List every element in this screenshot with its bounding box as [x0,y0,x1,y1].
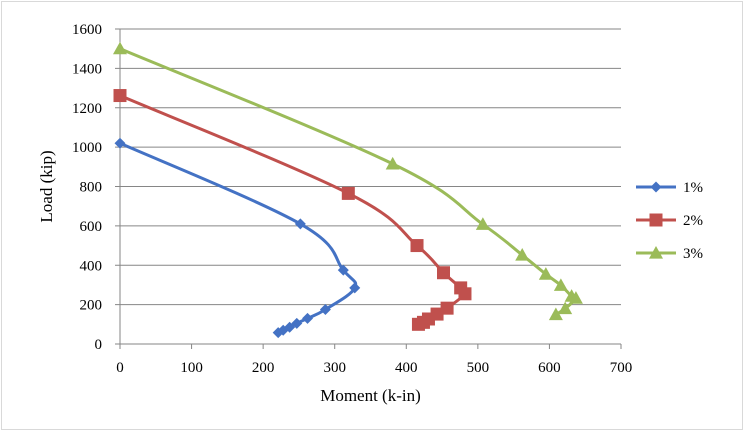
x-tick-label-7: 700 [610,360,633,376]
tick-labels: 0 200 400 600 800 1000 1200 1400 1600 0 100 200 300 4… [72,22,632,376]
axes [115,28,622,349]
x-tick-label-5: 500 [467,360,490,376]
series-2-point-2 [410,239,424,253]
legend-marker-1 [650,181,662,193]
series-2-line [119,94,468,326]
x-tick-label-2: 200 [252,360,275,376]
x-tick-label-1: 100 [180,360,203,376]
y-tick-label-0: 0 [95,337,103,353]
series-3 [113,41,583,321]
legend-item-1: 1% [636,180,703,196]
series-1 [114,137,361,339]
y-axis-title: Load (kip) [37,150,56,222]
series-1-point-2 [337,264,349,276]
series-1-point-6 [291,317,303,329]
legend-item-3: 3% [636,246,703,262]
legend-marker-3 [649,246,663,259]
series-2-point-0 [113,89,127,103]
y-tick-label-6: 1200 [72,101,102,117]
series-3-point-8 [558,301,573,315]
y-tick-label-2: 400 [80,258,103,274]
series-3-point-9 [548,307,563,321]
y-tick-label-7: 1400 [72,61,102,77]
series-3-point-3 [515,248,530,261]
legend: 1% 2% 3% [636,180,703,262]
series-3-point-1 [385,156,400,170]
series-1-point-5 [302,312,314,324]
x-tick-label-3: 300 [323,360,346,376]
legend-label-2: 2% [683,213,703,229]
series-1-point-1 [294,218,306,230]
series-group [113,41,583,339]
series-2-point-1 [341,186,355,200]
series-1-point-9 [272,327,284,339]
series-1-point-0 [114,137,126,149]
series-2-point-10 [411,317,425,331]
y-tick-label-8: 1600 [72,22,102,38]
legend-marker-2 [649,213,663,227]
y-tick-label-5: 1000 [72,140,102,156]
x-tick-label-0: 0 [116,360,124,376]
legend-label-3: 3% [683,246,703,262]
series-3-point-4 [538,267,553,280]
series-2-point-3 [437,266,451,280]
legend-item-2: 2% [636,213,703,229]
series-1-point-4 [319,304,331,316]
series-3-point-0 [113,41,127,55]
series-2-point-6 [440,301,454,315]
legend-label-1: 1% [683,180,703,196]
x-tick-label-6: 600 [538,360,561,376]
y-tick-label-1: 200 [80,298,103,314]
series-2-point-5 [458,287,472,301]
series-3-point-5 [553,278,568,291]
x-axis-title: Moment (k-in) [320,386,421,405]
x-tick-label-4: 400 [395,360,418,376]
gridlines [120,28,621,306]
series-3-point-2 [475,217,490,230]
y-tick-label-4: 800 [80,180,103,196]
series-2 [113,89,472,331]
series-3-point-7 [568,291,583,304]
series-1-point-3 [349,282,361,294]
y-tick-label-3: 600 [80,219,103,235]
